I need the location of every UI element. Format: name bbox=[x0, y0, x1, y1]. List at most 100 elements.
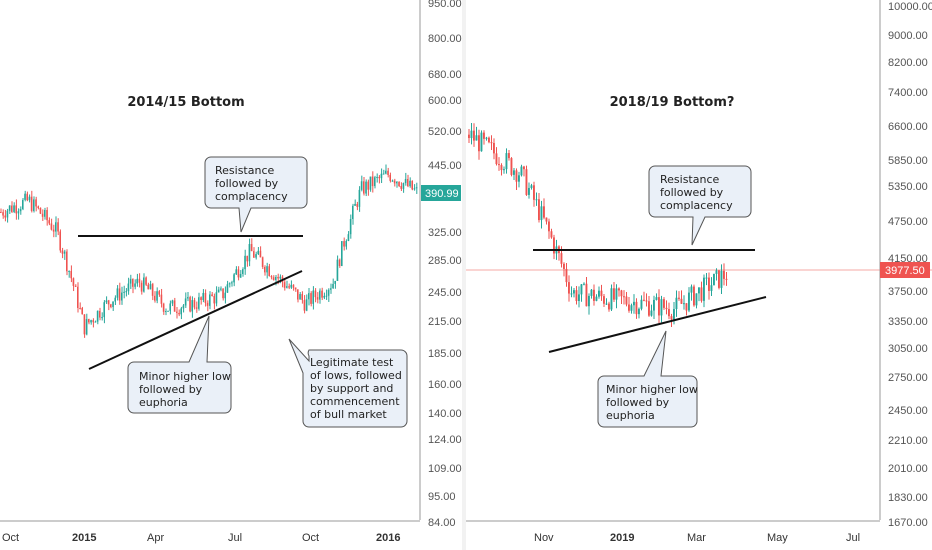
candle-body bbox=[171, 300, 174, 304]
candle-body bbox=[231, 282, 233, 284]
x-tick-label: May bbox=[767, 532, 788, 544]
callout-line: of lows, followed bbox=[310, 369, 402, 382]
candle-body bbox=[396, 181, 398, 184]
callout-line: Minor higher low bbox=[139, 370, 231, 383]
candle-body bbox=[540, 206, 543, 221]
candle-body bbox=[6, 210, 9, 218]
candle-body bbox=[88, 319, 90, 323]
candle-body bbox=[365, 181, 367, 194]
y-tick-label: 1670.00 bbox=[888, 517, 928, 529]
x-tick-label: 2015 bbox=[72, 532, 96, 544]
candle-body bbox=[533, 185, 535, 200]
candle-body bbox=[233, 274, 235, 283]
candle-body bbox=[235, 269, 237, 275]
candle-body bbox=[288, 286, 290, 288]
left-y-axis: 950.00 800.00 680.00 600.00 520.00 445.0… bbox=[428, 0, 462, 529]
candle-body bbox=[490, 142, 493, 144]
candle-body bbox=[107, 300, 110, 305]
candle-body bbox=[297, 289, 299, 300]
candle-body bbox=[708, 277, 710, 291]
last-price-label: 3977.50 bbox=[885, 265, 925, 277]
y-tick-label: 950.00 bbox=[428, 0, 462, 10]
y-tick-label: 5350.00 bbox=[888, 181, 928, 193]
candle-body bbox=[191, 300, 193, 312]
candle-body bbox=[600, 290, 603, 297]
candle-body bbox=[154, 295, 156, 301]
candle-body bbox=[583, 283, 585, 285]
candle-body bbox=[553, 237, 555, 254]
candle-body bbox=[52, 229, 55, 232]
candle-body bbox=[162, 303, 165, 312]
candle-body bbox=[363, 181, 365, 194]
candle-body bbox=[505, 153, 508, 170]
candle-body bbox=[35, 199, 37, 207]
candle-body bbox=[167, 310, 169, 312]
candle-body bbox=[391, 180, 394, 182]
candle-body bbox=[705, 277, 708, 279]
y-tick-label: 325.00 bbox=[428, 227, 462, 239]
candle-body bbox=[253, 251, 255, 258]
candle-body bbox=[94, 321, 97, 323]
candle-body bbox=[195, 307, 198, 309]
candle-body bbox=[147, 284, 149, 290]
candle-body bbox=[565, 268, 568, 283]
candle-body bbox=[603, 296, 605, 304]
y-tick-label: 7400.00 bbox=[888, 87, 928, 99]
candle-body bbox=[123, 291, 125, 293]
candle-body bbox=[140, 282, 143, 292]
candle-body bbox=[598, 290, 600, 297]
y-tick-label: 6600.00 bbox=[888, 121, 928, 133]
candle-body bbox=[678, 297, 680, 299]
y-tick-label: 520.00 bbox=[428, 126, 462, 138]
candle-body bbox=[503, 169, 505, 171]
left-chart-title: 2014/15 Bottom bbox=[127, 95, 244, 110]
candle-body bbox=[310, 293, 312, 304]
candle-body bbox=[580, 284, 583, 295]
candle-body bbox=[560, 253, 563, 264]
candle-body bbox=[693, 286, 695, 306]
candle-body bbox=[8, 205, 11, 211]
candle-body bbox=[248, 244, 251, 262]
candle-body bbox=[259, 250, 262, 258]
left-last-price-tag: 390.99 bbox=[421, 185, 461, 201]
callout-bubble bbox=[288, 338, 408, 428]
candle-body bbox=[50, 223, 53, 230]
candle-body bbox=[608, 303, 610, 310]
y-tick-label: 600.00 bbox=[428, 95, 462, 107]
x-tick-label: Mar bbox=[687, 532, 706, 544]
x-tick-label: Jul bbox=[228, 532, 242, 544]
candle-body bbox=[545, 217, 548, 222]
candle-body bbox=[165, 311, 167, 313]
x-tick-label: 2016 bbox=[376, 532, 400, 544]
candle-body bbox=[470, 130, 473, 139]
candle-body bbox=[268, 266, 270, 277]
candle-body bbox=[72, 278, 75, 286]
candle-body bbox=[279, 276, 281, 279]
candle-body bbox=[211, 294, 213, 297]
y-tick-label: 160.00 bbox=[428, 379, 462, 391]
candle-body bbox=[563, 263, 565, 269]
candle-body bbox=[22, 199, 24, 210]
candle-body bbox=[68, 270, 70, 272]
x-tick-label: Jul bbox=[846, 532, 860, 544]
y-tick-label: 3750.00 bbox=[888, 286, 928, 298]
candle-body bbox=[345, 240, 347, 247]
y-tick-label: 245.00 bbox=[428, 287, 462, 299]
candle-body bbox=[193, 300, 196, 308]
candle-body bbox=[668, 309, 670, 317]
candle-body bbox=[19, 209, 22, 212]
candle-body bbox=[239, 273, 242, 278]
candle-body bbox=[585, 283, 588, 307]
y-tick-label: 109.00 bbox=[428, 463, 462, 475]
candle-body bbox=[255, 254, 257, 258]
candle-body bbox=[510, 158, 513, 175]
candle-body bbox=[623, 296, 625, 298]
candle-body bbox=[220, 288, 222, 290]
candle-body bbox=[620, 290, 623, 297]
callout-line: Minor higher low bbox=[606, 383, 698, 396]
candle-body bbox=[178, 312, 180, 315]
candle-body bbox=[105, 300, 108, 303]
candle-body bbox=[720, 270, 723, 288]
candle-body bbox=[590, 289, 593, 296]
